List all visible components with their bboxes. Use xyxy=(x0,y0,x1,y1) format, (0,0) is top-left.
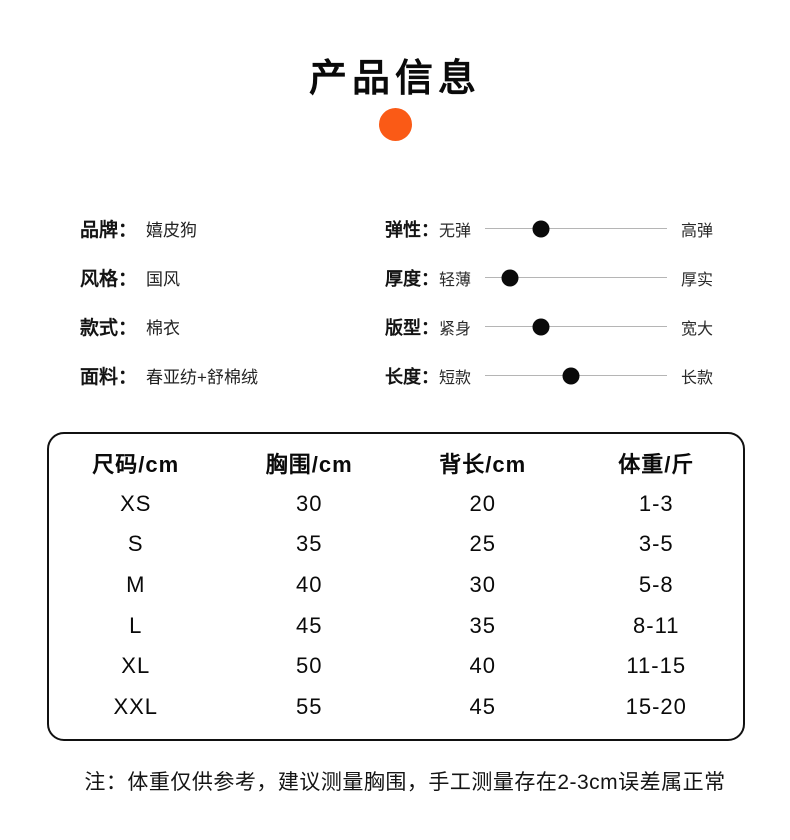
table-cell: 5-8 xyxy=(638,571,674,597)
slider-dot xyxy=(532,220,550,237)
table-cell: XXL xyxy=(113,693,159,719)
accent-dot-icon xyxy=(378,108,412,141)
spec-value: 嬉皮狗 xyxy=(146,221,198,240)
slider-label: 厚度： xyxy=(385,268,439,289)
slider-right-label: 宽大 xyxy=(680,320,713,338)
table-cell: 30 xyxy=(469,571,496,597)
table-cell: 25 xyxy=(469,531,496,557)
size-table-header-weight: 体重/斤 xyxy=(618,452,695,478)
table-cell: 30 xyxy=(296,490,323,516)
slider-label: 版型： xyxy=(385,317,439,338)
table-cell: S xyxy=(127,531,144,557)
attribute-sliders: 弹性： 无弹 高弹 厚度： 轻薄 厚实 版型： 紧身 宽大 长度： 短款 xyxy=(385,204,713,400)
slider-dot xyxy=(562,367,580,384)
slider-dot xyxy=(532,318,550,335)
spec-list: 品牌： 嬉皮狗 风格： 国风 款式： 棉衣 面料： 春亚纺+舒棉绒 xyxy=(80,204,258,400)
spec-label: 款式： xyxy=(80,318,138,339)
table-cell: M xyxy=(126,571,146,597)
table-cell: 45 xyxy=(469,693,496,719)
slider-left-label: 短款 xyxy=(439,369,472,387)
slider-label: 弹性： xyxy=(385,219,439,240)
table-cell: 40 xyxy=(469,653,496,679)
measurement-note: 注：体重仅供参考，建议测量胸围，手工测量存在2-3cm误差属正常 xyxy=(84,771,726,794)
table-cell: 55 xyxy=(296,693,323,719)
slider-right-label: 厚实 xyxy=(680,271,713,289)
size-table-header-back: 背长/cm xyxy=(439,452,527,478)
size-table-header-size: 尺码/cm xyxy=(92,452,180,478)
slider-row-length: 长度： 短款 长款 xyxy=(385,351,713,400)
spec-label: 风格： xyxy=(80,269,138,290)
spec-label: 品牌： xyxy=(80,220,138,241)
table-cell: L xyxy=(129,612,143,638)
spec-row-type: 款式： 棉衣 xyxy=(80,302,258,351)
table-cell: 15-20 xyxy=(625,693,687,719)
slider-left-label: 紧身 xyxy=(439,320,472,338)
table-cell: 8-11 xyxy=(633,612,680,638)
table-cell: XS xyxy=(120,490,152,516)
spec-value: 棉衣 xyxy=(146,319,181,338)
size-table-header-chest: 胸围/cm xyxy=(265,452,353,478)
slider-track xyxy=(485,318,667,335)
table-cell: 3-5 xyxy=(638,531,674,557)
slider-track xyxy=(485,269,667,286)
table-cell: 35 xyxy=(296,531,323,557)
slider-dot xyxy=(501,269,519,286)
slider-track xyxy=(485,220,667,237)
table-cell: 40 xyxy=(296,571,323,597)
page-title: 产品信息 xyxy=(308,58,481,100)
slider-row-thickness: 厚度： 轻薄 厚实 xyxy=(385,253,713,302)
table-cell: 45 xyxy=(296,612,323,638)
slider-left-label: 无弹 xyxy=(439,222,472,240)
table-cell: 1-3 xyxy=(638,490,674,516)
spec-row-brand: 品牌： 嬉皮狗 xyxy=(80,204,258,253)
size-table: 尺码/cm 胸围/cm 背长/cm 体重/斤 XS 30 20 1-3 S 35… xyxy=(47,432,745,741)
table-cell: 20 xyxy=(469,490,496,516)
spec-row-fabric: 面料： 春亚纺+舒棉绒 xyxy=(80,351,258,400)
table-cell: 50 xyxy=(296,653,323,679)
spec-value: 国风 xyxy=(146,270,181,289)
spec-value: 春亚纺+舒棉绒 xyxy=(146,368,258,387)
slider-right-label: 高弹 xyxy=(680,222,713,240)
spec-label: 面料： xyxy=(80,367,138,388)
slider-label: 长度： xyxy=(385,366,439,387)
table-cell: XL xyxy=(121,653,151,679)
table-cell: 35 xyxy=(469,612,496,638)
slider-row-elasticity: 弹性： 无弹 高弹 xyxy=(385,204,713,253)
slider-left-label: 轻薄 xyxy=(439,271,472,289)
slider-row-fit: 版型： 紧身 宽大 xyxy=(385,302,713,351)
spec-row-style: 风格： 国风 xyxy=(80,253,258,302)
slider-track xyxy=(485,367,667,384)
table-cell: 11-15 xyxy=(626,653,687,679)
slider-right-label: 长款 xyxy=(680,369,713,387)
page-header: 产品信息 xyxy=(0,0,790,141)
